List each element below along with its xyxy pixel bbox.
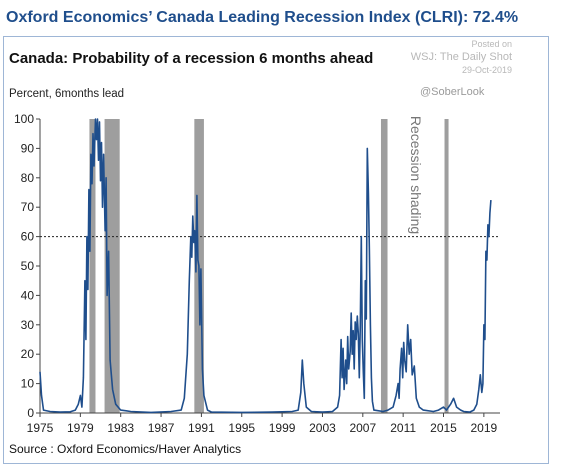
- y-tick-label: 20: [21, 347, 35, 361]
- recession-shading-label: Recession shading: [408, 116, 424, 234]
- y-tick-label: 0: [27, 406, 34, 420]
- recession-band: [444, 119, 449, 413]
- y-tick-label: 30: [21, 318, 35, 332]
- y-tick-label: 100: [14, 112, 34, 126]
- x-tick-label: 1975: [27, 421, 54, 435]
- x-tick-label: 2011: [390, 421, 416, 435]
- y-tick-label: 90: [21, 141, 35, 155]
- x-tick-label: 2015: [430, 421, 457, 435]
- posted-line-2: WSJ: The Daily Shot: [410, 51, 512, 63]
- x-tick-label: 1999: [269, 421, 296, 435]
- page-banner-title: Oxford Economics’ Canada Leading Recessi…: [6, 9, 519, 26]
- posted-line-1: Posted on: [471, 39, 512, 49]
- y-axis-label: Percent, 6months lead: [9, 88, 125, 100]
- x-tick-label: 1983: [107, 421, 134, 435]
- x-tick-label: 1979: [67, 421, 94, 435]
- x-tick-label: 2003: [309, 421, 336, 435]
- chart-title: Canada: Probability of a recession 6 mon…: [9, 50, 374, 67]
- y-tick-label: 40: [21, 288, 35, 302]
- recession-band: [380, 119, 388, 413]
- chart-frame: [3, 36, 549, 464]
- y-tick-label: 50: [21, 259, 35, 273]
- series-line: [39, 118, 492, 414]
- y-tick-label: 80: [21, 171, 35, 185]
- x-tick-label: 1995: [228, 421, 255, 435]
- y-tick-label: 10: [21, 377, 35, 391]
- y-tick-label: 60: [21, 230, 35, 244]
- x-tick-label: 2007: [349, 421, 376, 435]
- source-note: Source : Oxford Economics/Haver Analytic…: [9, 442, 242, 456]
- recession-band: [89, 119, 96, 413]
- x-tick-label: 1987: [148, 421, 175, 435]
- author-handle: @SoberLook: [420, 86, 485, 98]
- x-tick-label: 1991: [188, 421, 215, 435]
- y-tick-label: 70: [21, 200, 35, 214]
- recession-band: [104, 119, 120, 413]
- x-tick-label: 2019: [471, 421, 498, 435]
- posted-line-3: 29-Oct-2019: [461, 65, 512, 75]
- posted-watermark: Posted on WSJ: The Daily Shot 29-Oct-201…: [400, 38, 512, 77]
